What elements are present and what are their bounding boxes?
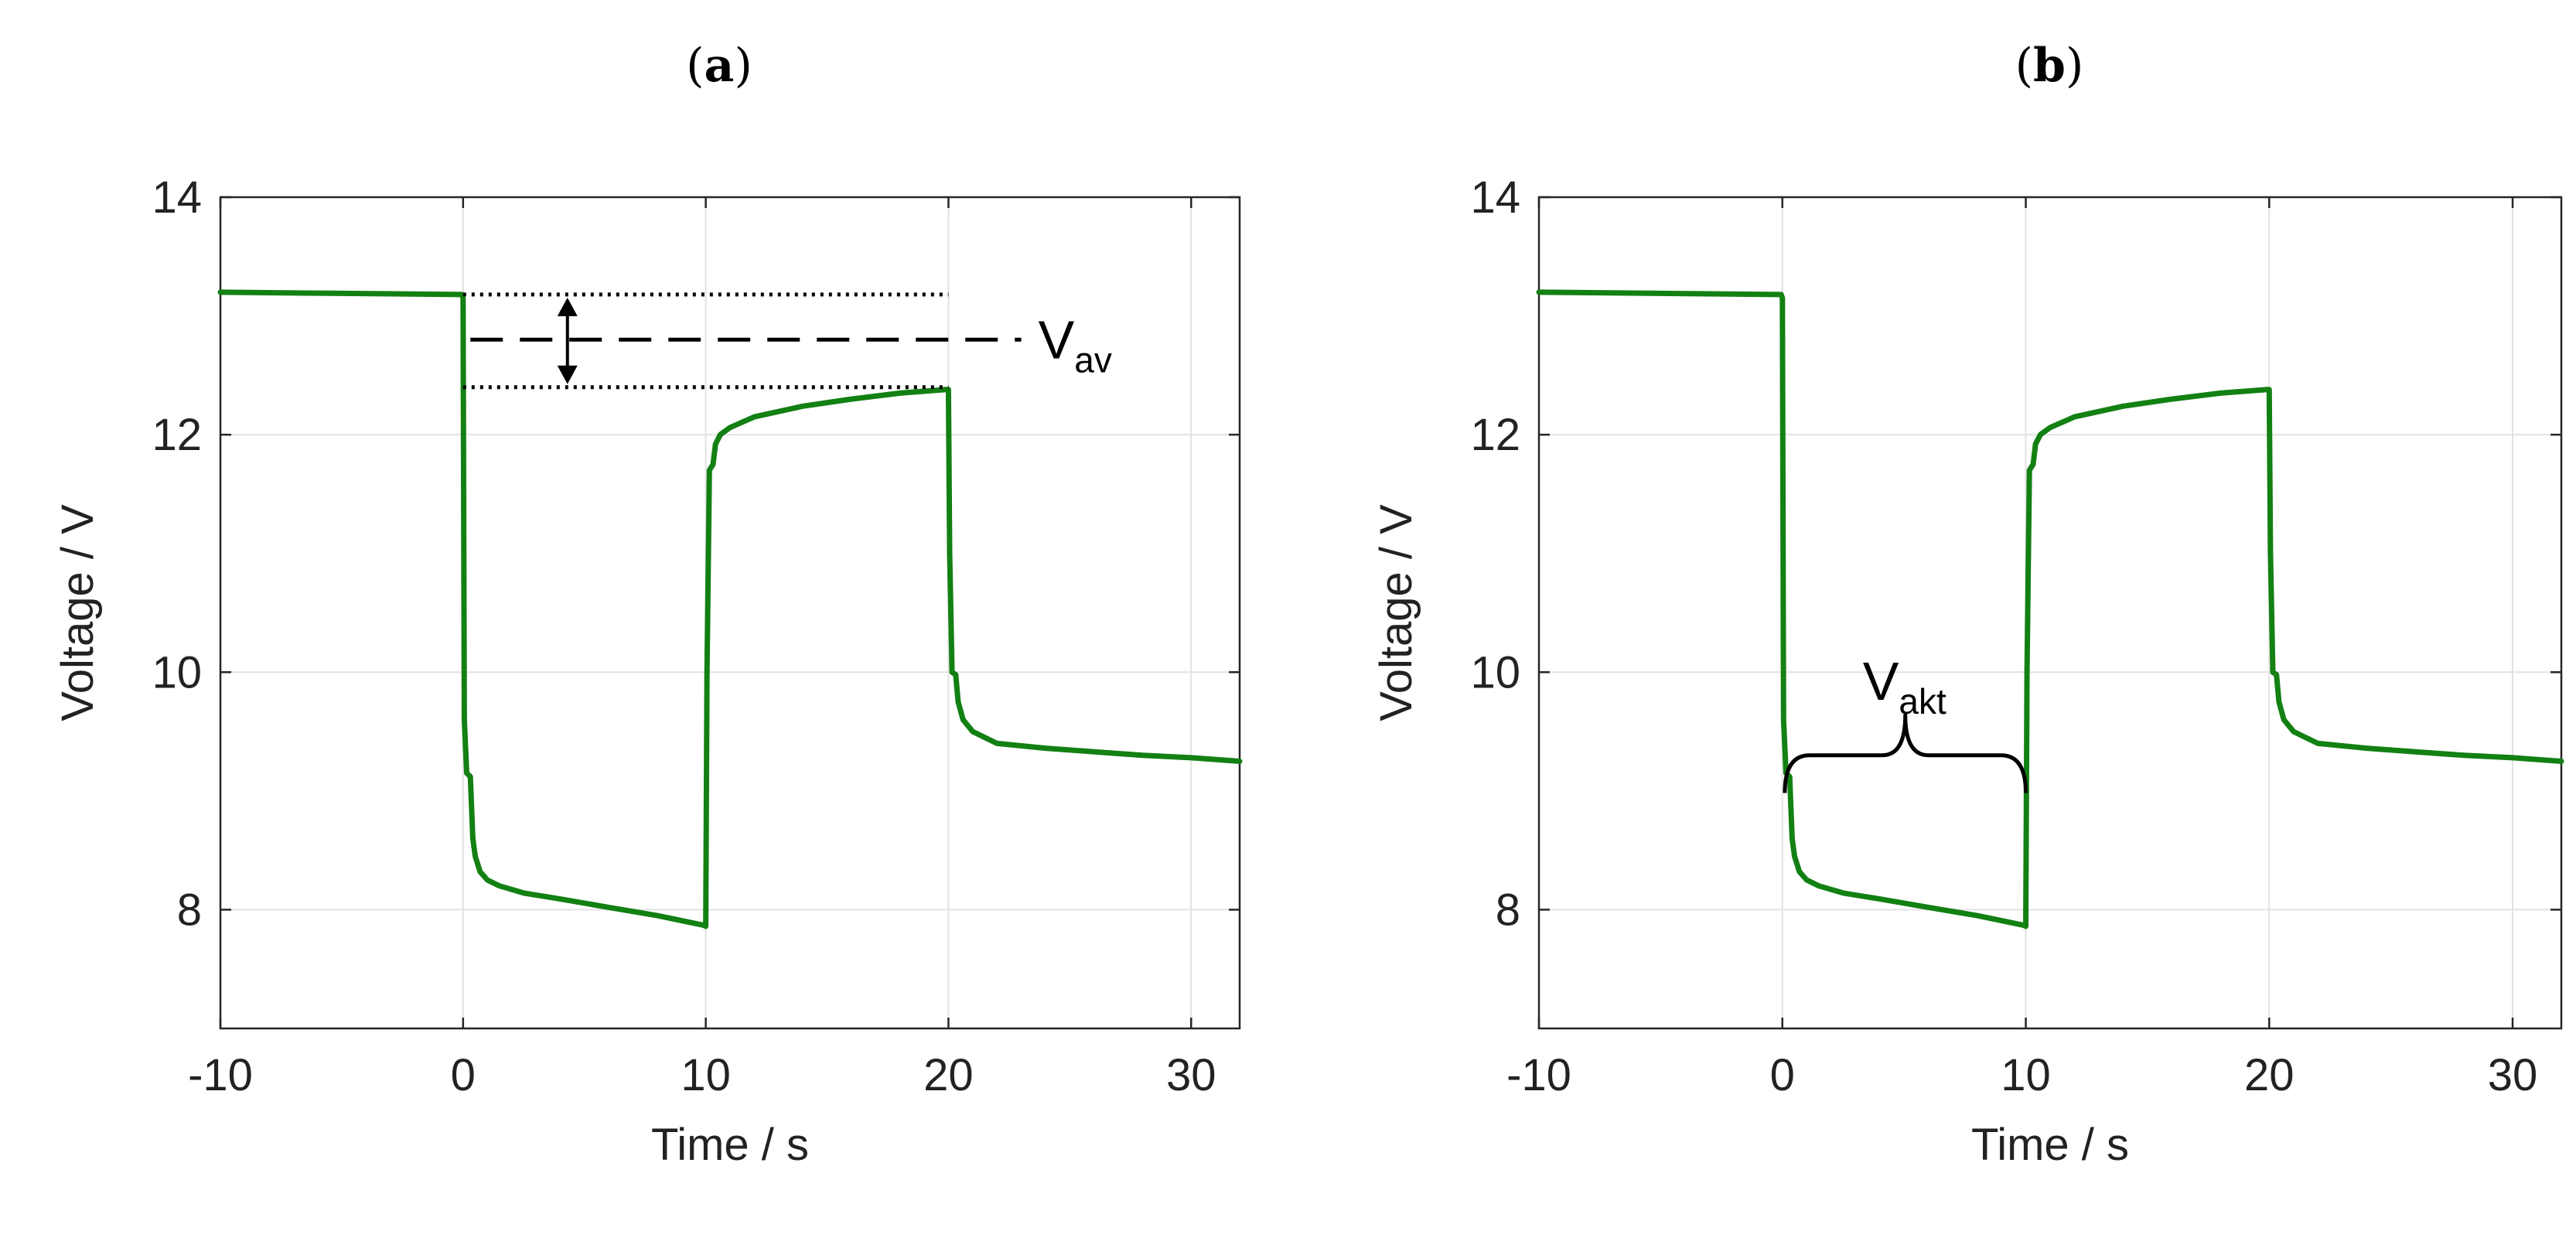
panel-label-open-paren: ( — [2015, 39, 2033, 93]
chart-panel-a: (a) -10 0 10 20 30 8 10 12 14 Time / s Voltage / V V… — [53, 39, 1243, 1170]
x-axis-title: Time / s — [1971, 1120, 2129, 1170]
amplitude-arrowhead-up — [557, 297, 578, 316]
series-line — [1536, 289, 2564, 929]
annotation-label-main: V — [1039, 309, 1075, 370]
x-tick-label: 10 — [2001, 1050, 2051, 1100]
y-tick-label: 14 — [152, 172, 202, 223]
curly-brace — [1783, 713, 2028, 793]
y-tick-label: 8 — [1496, 885, 1520, 935]
annotation-label-subscript: akt — [1899, 681, 1947, 721]
x-tick-label: 0 — [1770, 1050, 1795, 1100]
panel-label-letter: a — [705, 39, 735, 93]
annotation-label: Vav — [1039, 309, 1112, 380]
y-tick-label: 14 — [1470, 172, 1520, 223]
y-tick-label: 12 — [152, 410, 202, 460]
x-tick-label: 20 — [923, 1050, 974, 1100]
x-axis-title: Time / s — [651, 1120, 809, 1170]
annotation-label-subscript: av — [1074, 339, 1112, 380]
amplitude-arrowhead-down — [557, 365, 578, 384]
y-tick-label: 10 — [152, 647, 202, 697]
annotation-label-main: V — [1863, 651, 1899, 711]
y-axis-title: Voltage / V — [53, 504, 103, 721]
x-tick-label: 20 — [2244, 1050, 2295, 1100]
x-tick-label: -10 — [188, 1050, 253, 1100]
x-tick-label: 0 — [451, 1050, 476, 1100]
plot-area-frame — [1537, 196, 2563, 1030]
series-line — [217, 289, 1243, 929]
y-axis-title: Voltage / V — [1371, 504, 1421, 721]
y-tick-label: 10 — [1470, 647, 1520, 697]
panel-label-letter: b — [2033, 39, 2066, 93]
x-tick-label: -10 — [1506, 1050, 1571, 1100]
y-tick-label: 8 — [177, 885, 202, 935]
panel-label: (a) — [686, 39, 752, 93]
panel-label-open-paren: ( — [686, 39, 704, 93]
panel-label-close-paren: ) — [2066, 39, 2083, 93]
x-tick-label: 30 — [1166, 1050, 1216, 1100]
panel-label-close-paren: ) — [734, 39, 752, 93]
x-tick-label: 10 — [681, 1050, 731, 1100]
y-tick-label: 12 — [1470, 410, 1520, 460]
plot-area-frame — [219, 196, 1241, 1030]
chart-panel-b: (b) -10 0 10 20 30 8 10 12 14 Time / s Voltage / V V… — [1371, 39, 2564, 1170]
x-tick-label: 30 — [2488, 1050, 2538, 1100]
annotation-label: Vakt — [1863, 651, 1947, 721]
panel-label: (b) — [2015, 39, 2084, 93]
